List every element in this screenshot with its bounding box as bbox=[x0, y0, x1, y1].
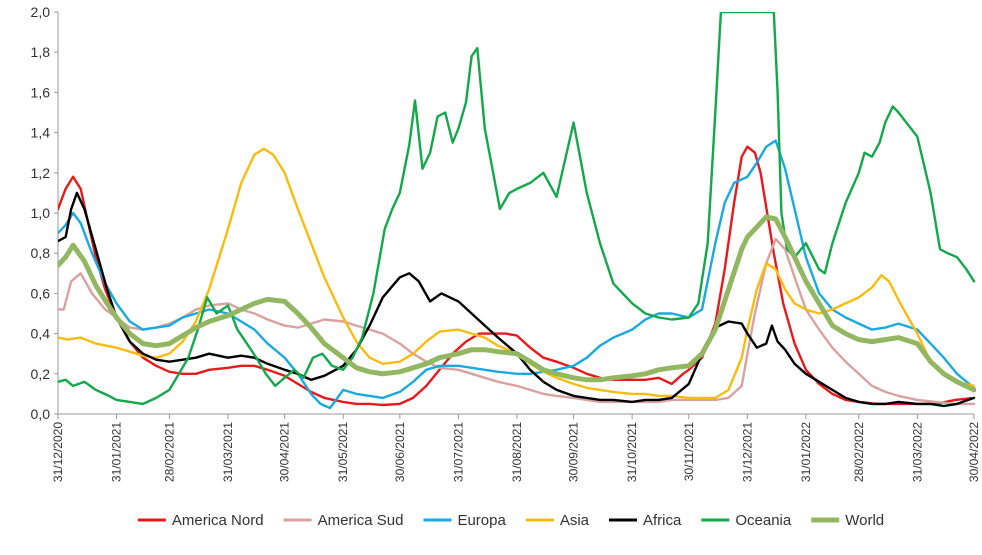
x-axis-ticks: 31/12/2020 31/01/2021 28/02/2021 31/03/2021… bbox=[51, 414, 981, 482]
y-tick-label: 1,8 bbox=[31, 44, 51, 60]
series-line-america-sud bbox=[58, 237, 976, 406]
x-tick-label: 28/02/2022 bbox=[852, 422, 866, 482]
legend-label-world: World bbox=[845, 512, 884, 529]
x-tick-label: 31/01/2022 bbox=[799, 422, 813, 482]
x-tick-label: 31/10/2021 bbox=[625, 422, 639, 482]
legend-label-oceania: Oceania bbox=[735, 512, 792, 529]
x-tick-label: 31/12/2020 bbox=[51, 422, 65, 482]
x-tick-label: 31/08/2021 bbox=[510, 422, 524, 482]
x-tick-label: 31/03/2021 bbox=[221, 422, 235, 482]
legend: America Nord America Sud Europa Asia Africa O… bbox=[137, 512, 884, 529]
y-axis-ticks: 0,0 0,2 0,4 0,6 0,8 1,0 1,2 1,4 1,6 1,8 2,0 bbox=[31, 4, 58, 422]
y-tick-label: 0,8 bbox=[31, 245, 51, 261]
y-tick-label: 0,0 bbox=[31, 406, 51, 422]
y-tick-label: 1,0 bbox=[31, 205, 51, 221]
y-tick-label: 0,2 bbox=[31, 366, 51, 382]
legend-label-america-nord: America Nord bbox=[172, 512, 264, 529]
y-tick-label: 2,0 bbox=[31, 4, 51, 20]
y-tick-label: 0,6 bbox=[31, 285, 51, 301]
series-line-oceania bbox=[58, 12, 976, 406]
y-tick-label: 1,6 bbox=[31, 84, 51, 100]
legend-label-america-sud: America Sud bbox=[318, 512, 404, 529]
legend-label-europa: Europa bbox=[457, 512, 506, 529]
x-tick-label: 30/06/2021 bbox=[393, 422, 407, 482]
y-tick-label: 1,4 bbox=[31, 125, 51, 141]
series-line-world bbox=[58, 214, 976, 393]
legend-label-asia: Asia bbox=[560, 512, 590, 529]
x-tick-label: 31/07/2021 bbox=[451, 422, 465, 482]
y-tick-label: 0,4 bbox=[31, 326, 51, 342]
x-tick-label: 31/05/2021 bbox=[336, 422, 350, 482]
x-tick-label: 30/04/2022 bbox=[967, 422, 981, 482]
x-tick-label: 31/12/2021 bbox=[740, 422, 754, 482]
x-tick-label: 30/09/2021 bbox=[567, 422, 581, 482]
x-tick-label: 28/02/2021 bbox=[162, 422, 176, 482]
x-tick-label: 30/04/2021 bbox=[278, 422, 292, 482]
series-line-america-nord bbox=[58, 145, 976, 407]
x-tick-label: 30/11/2021 bbox=[682, 422, 696, 481]
x-tick-label: 31/01/2021 bbox=[110, 422, 124, 482]
legend-label-africa: Africa bbox=[643, 512, 682, 529]
series-line-europa bbox=[58, 139, 976, 410]
series-layer bbox=[58, 12, 976, 410]
y-tick-label: 1,2 bbox=[31, 165, 51, 181]
x-tick-label: 31/03/2022 bbox=[910, 422, 924, 482]
series-line-asia bbox=[58, 147, 976, 400]
